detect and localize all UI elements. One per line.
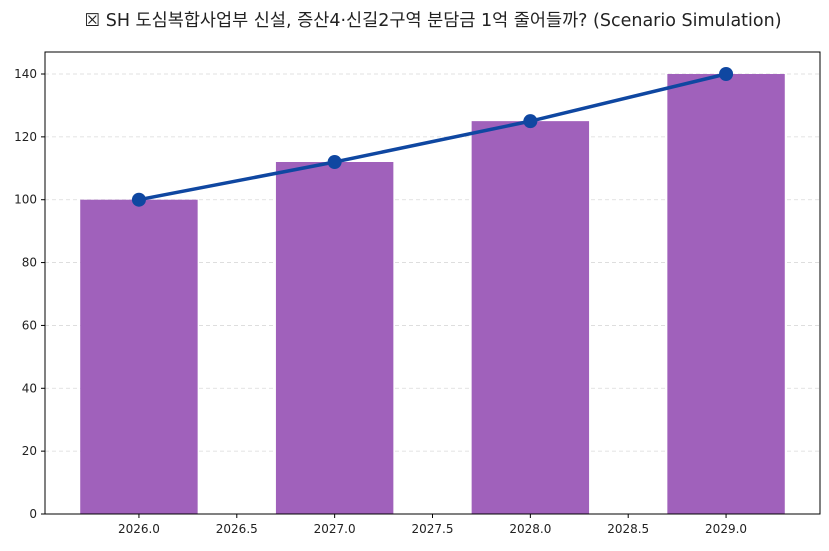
x-tick-label: 2028.0 bbox=[509, 522, 551, 536]
x-tick-label: 2029.0 bbox=[705, 522, 747, 536]
y-tick-label: 40 bbox=[22, 381, 37, 395]
y-tick-label: 0 bbox=[29, 507, 37, 521]
y-tick-label: 80 bbox=[22, 256, 37, 270]
bar bbox=[471, 121, 590, 515]
x-tick-label: 2027.0 bbox=[314, 522, 356, 536]
y-axis: 0 20 40 60 80 100 120 140 bbox=[14, 67, 45, 521]
y-tick-label: 60 bbox=[22, 318, 37, 332]
y-tick-label: 20 bbox=[22, 444, 37, 458]
x-axis: 2026.0 2026.5 2027.0 2027.5 2028.0 2028.5 2029… bbox=[118, 514, 747, 536]
bars bbox=[80, 74, 785, 515]
x-tick-label: 2026.0 bbox=[118, 522, 160, 536]
bar bbox=[275, 162, 394, 514]
line-point bbox=[131, 192, 146, 207]
bar bbox=[667, 74, 785, 514]
line-point bbox=[327, 155, 342, 169]
line-path bbox=[138, 72, 727, 202]
line-point bbox=[523, 114, 538, 129]
y-tick-label: 140 bbox=[14, 67, 37, 81]
line-series bbox=[131, 67, 734, 207]
x-tick-label: 2027.5 bbox=[412, 522, 454, 536]
chart-title: ☒ SH 도심복합사업부 신설, 증산4·신길2구역 분담금 1억 줄어들까? … bbox=[84, 11, 781, 31]
bar bbox=[80, 199, 198, 514]
y-tick-label: 100 bbox=[14, 193, 37, 207]
x-tick-label: 2026.5 bbox=[216, 522, 258, 536]
line-point bbox=[719, 67, 734, 81]
y-tick-label: 120 bbox=[14, 130, 37, 144]
x-tick-label: 2028.5 bbox=[607, 522, 649, 536]
